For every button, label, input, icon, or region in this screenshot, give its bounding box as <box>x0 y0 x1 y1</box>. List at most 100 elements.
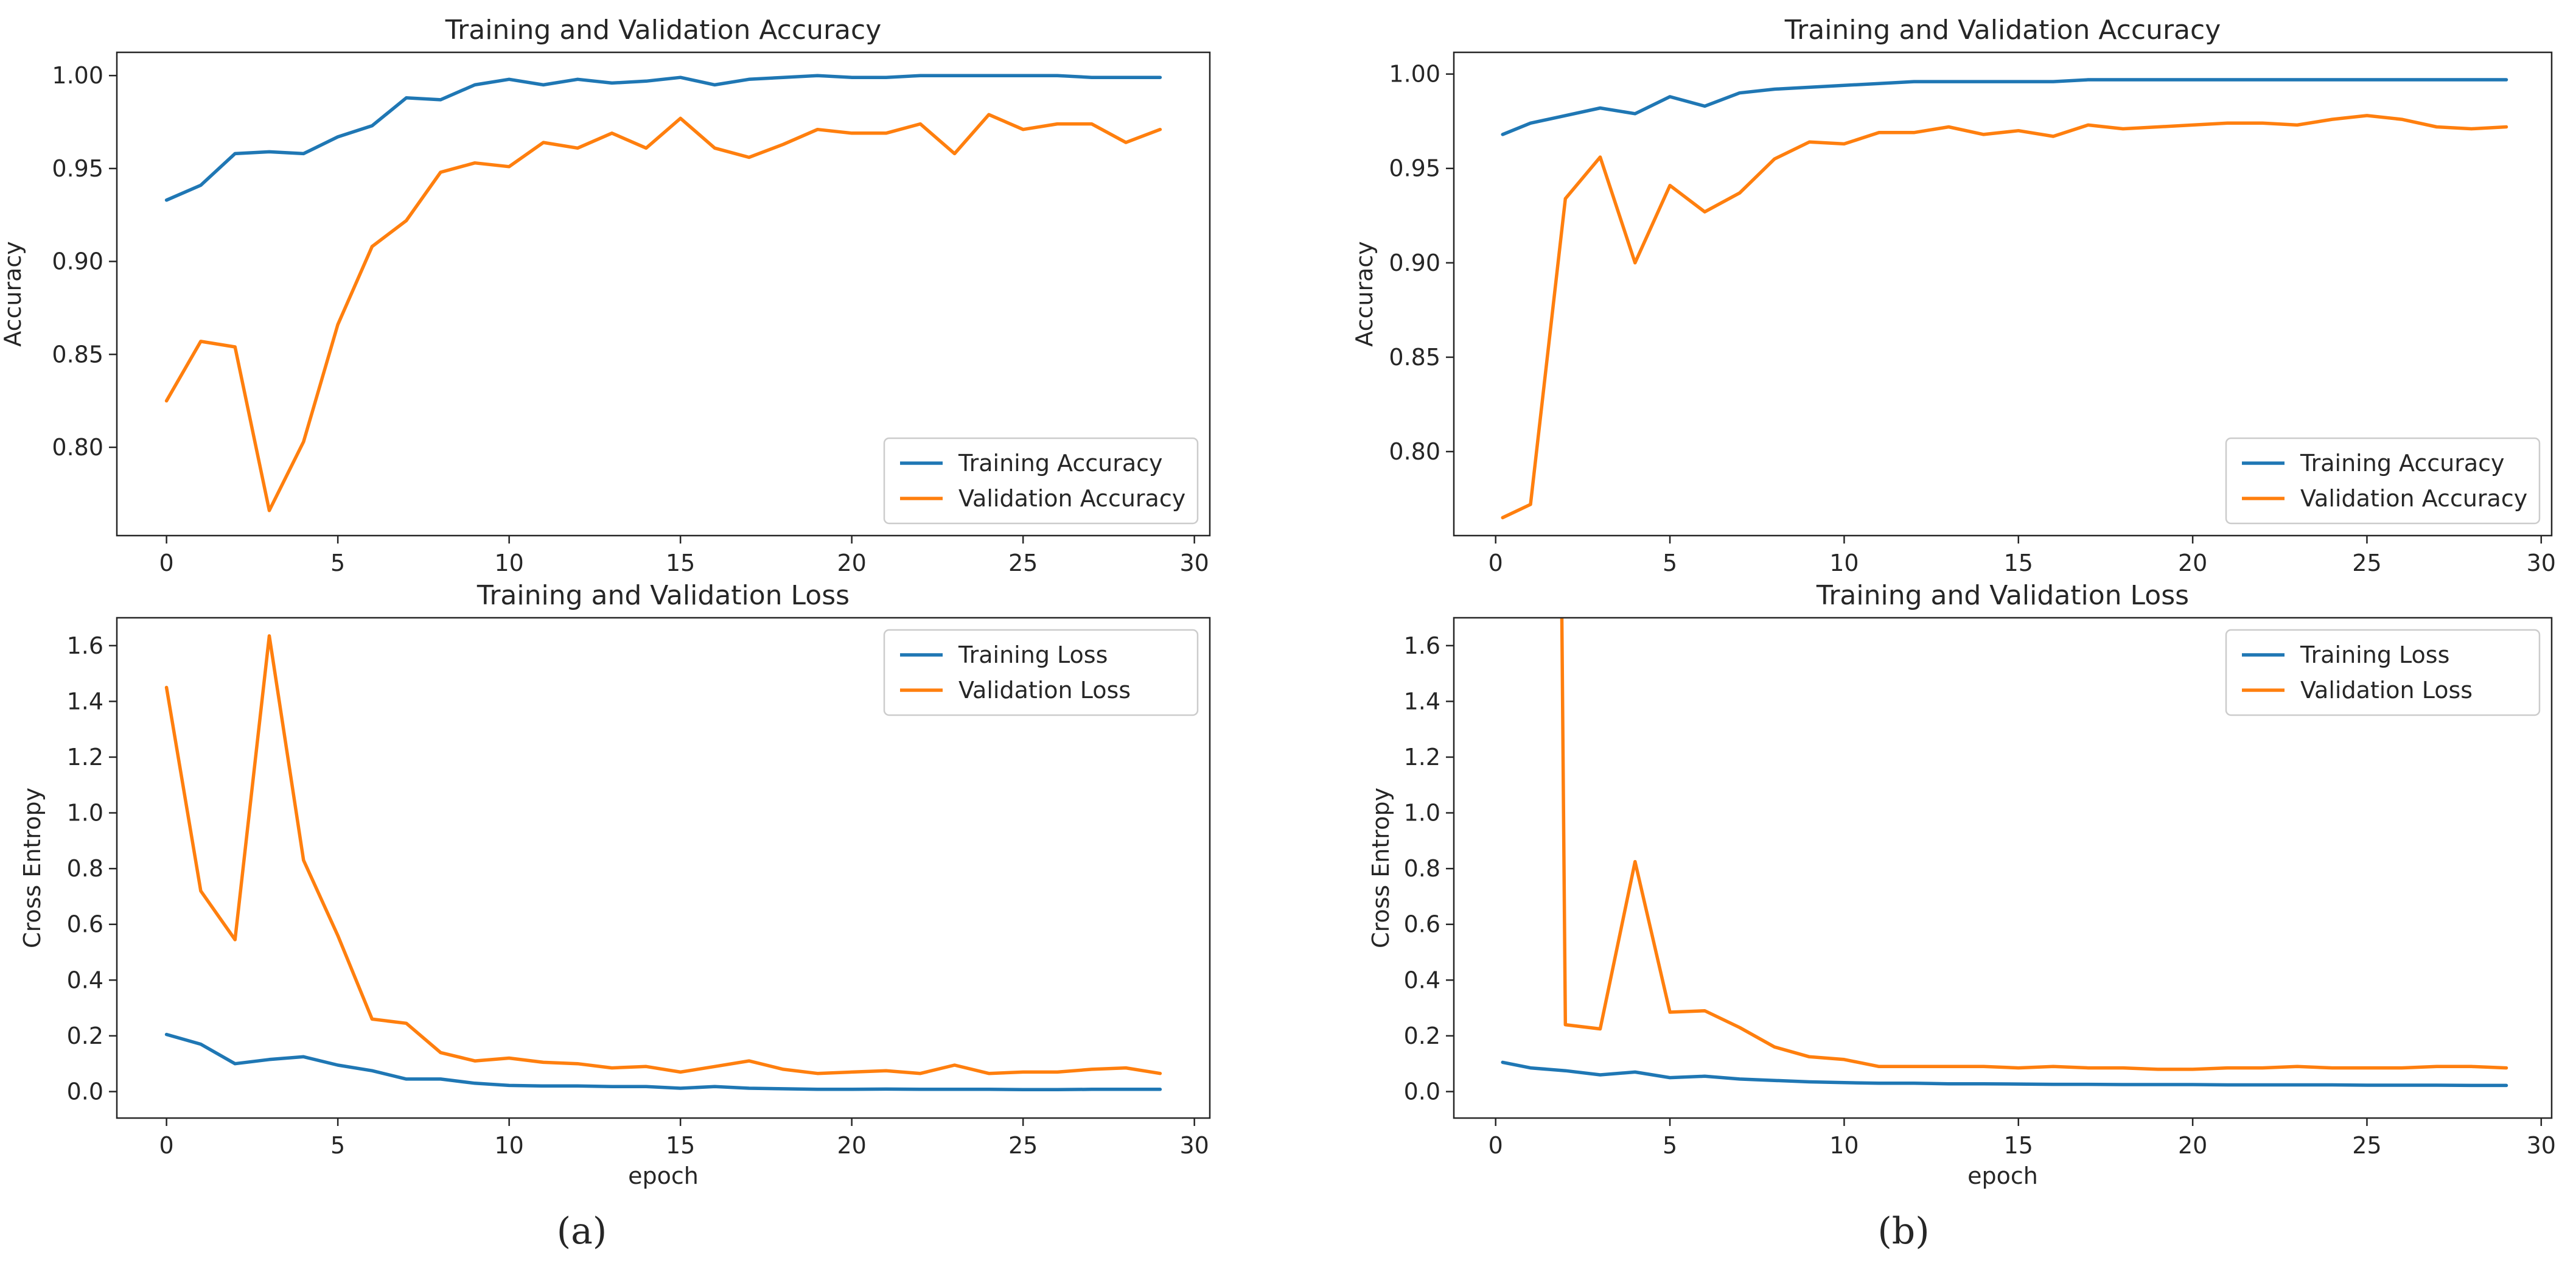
x-tick-label: 30 <box>1179 1132 1209 1159</box>
x-tick-label: 15 <box>666 1132 695 1159</box>
training-accuracy-line <box>164 74 1162 202</box>
validation-loss-line <box>164 634 1162 1075</box>
chart-b-accuracy: 0 5 10 15 20 25 30 0.80 0.85 0.90 0.95 1.00 Training… <box>1351 15 2556 576</box>
caption-b: (b) <box>1877 1210 1929 1253</box>
x-tick-label: 25 <box>1008 1132 1038 1159</box>
legend-label: Training Loss <box>2300 641 2449 668</box>
y-tick-label: 1.00 <box>1389 61 1440 88</box>
y-tick-label: 1.2 <box>67 744 103 771</box>
y-tick-label: 0.80 <box>52 434 103 461</box>
training-loss-line <box>1501 1060 2508 1088</box>
x-axis-label: epoch <box>628 1162 699 1189</box>
x-axis-label: epoch <box>1967 1162 2038 1189</box>
legend-box <box>883 437 1199 525</box>
x-tick-label: 30 <box>1179 550 1209 576</box>
x-tick-label: 10 <box>1829 1132 1859 1159</box>
y-axis-label: Accuracy <box>1351 241 1378 347</box>
legend-box <box>2225 437 2541 525</box>
y-tick-label: 0.8 <box>67 855 103 882</box>
chart-title: Training and Validation Loss <box>476 580 850 611</box>
legend-label: Validation Accuracy <box>2300 485 2527 512</box>
x-tick-label: 15 <box>666 550 695 576</box>
y-tick-label: 1.6 <box>67 632 103 659</box>
plot-lines <box>1501 618 2508 1088</box>
y-tick-label: 1.00 <box>52 62 103 89</box>
validation-accuracy-line <box>1501 114 2508 520</box>
y-tick-label: 0.95 <box>52 155 103 182</box>
legend-box <box>2225 629 2541 716</box>
y-tick-label: 1.2 <box>1404 744 1440 771</box>
x-tick-label: 10 <box>1829 550 1859 576</box>
validation-accuracy-line <box>164 113 1162 512</box>
y-tick-label: 0.2 <box>67 1023 103 1049</box>
y-tick-label: 1.4 <box>1404 688 1440 715</box>
plot-lines <box>164 634 1162 1092</box>
x-tick-label: 0 <box>1489 550 1503 576</box>
y-axis-label: Cross Entropy <box>19 788 46 948</box>
chart-title: Training and Validation Loss <box>1816 580 2189 611</box>
legend: Training Accuracy Validation Accuracy <box>2225 437 2541 525</box>
x-tick-label: 0 <box>159 1132 174 1159</box>
y-tick-label: 0.90 <box>1389 250 1440 276</box>
y-axis-label: Accuracy <box>0 241 26 347</box>
x-tick-label: 20 <box>2178 1132 2207 1159</box>
y-tick-label: 0.80 <box>1389 438 1440 465</box>
y-tick-label: 0.95 <box>1389 155 1440 182</box>
legend-label: Training Accuracy <box>2300 450 2505 477</box>
x-tick-label: 30 <box>2527 550 2556 576</box>
y-tick-label: 0.90 <box>52 248 103 275</box>
y-tick-label: 0.0 <box>1404 1078 1440 1105</box>
y-tick-label: 1.0 <box>1404 800 1440 827</box>
chart-b-loss: 0 5 10 15 20 25 30 0.0 0.2 0.4 0.6 0.8 1.0 1.2 1.4 1.6 T… <box>1367 580 2556 1189</box>
y-tick-label: 0.85 <box>52 341 103 368</box>
x-tick-label: 10 <box>494 550 523 576</box>
y-tick-label: 0.2 <box>1404 1023 1440 1049</box>
legend: Training Loss Validation Loss <box>883 629 1199 716</box>
x-tick-label: 25 <box>2352 1132 2381 1159</box>
y-tick-label: 0.0 <box>67 1078 103 1105</box>
chart-title: Training and Validation Accuracy <box>445 15 882 46</box>
y-tick-label: 1.6 <box>1404 632 1440 659</box>
legend-label: Validation Accuracy <box>958 485 1185 512</box>
legend: Training Accuracy Validation Accuracy <box>883 437 1199 525</box>
x-tick-label: 20 <box>2178 550 2207 576</box>
training-loss-line <box>164 1032 1162 1092</box>
legend-label: Validation Loss <box>2300 677 2473 704</box>
legend: Training Loss Validation Loss <box>2225 629 2541 716</box>
y-axis-label: Cross Entropy <box>1367 788 1394 948</box>
y-tick-label: 0.4 <box>67 967 103 993</box>
chart-a-accuracy: 0 5 10 15 20 25 30 0.80 0.85 0.90 0.95 1.00 Training… <box>0 15 1211 576</box>
caption-a: (a) <box>557 1210 607 1253</box>
y-tick-label: 0.8 <box>1404 855 1440 882</box>
legend-label: Validation Loss <box>958 677 1131 704</box>
x-tick-label: 20 <box>837 550 866 576</box>
chart-title: Training and Validation Accuracy <box>1784 15 2221 46</box>
x-tick-label: 30 <box>2527 1132 2556 1159</box>
x-tick-label: 10 <box>494 1132 523 1159</box>
x-tick-label: 15 <box>2004 1132 2033 1159</box>
plot-frame <box>116 51 1211 537</box>
y-tick-label: 0.85 <box>1389 344 1440 371</box>
x-tick-label: 5 <box>330 1132 345 1159</box>
x-tick-label: 25 <box>1008 550 1038 576</box>
legend-label: Training Loss <box>958 641 1108 668</box>
plot-lines <box>164 74 1162 512</box>
chart-a-loss: 0 5 10 15 20 25 30 0.0 0.2 0.4 0.6 0.8 1.0 1.2 1.4 1.6 T… <box>19 580 1211 1189</box>
x-tick-label: 5 <box>1663 1132 1677 1159</box>
legend-label: Training Accuracy <box>958 450 1163 477</box>
x-tick-label: 20 <box>837 1132 866 1159</box>
x-tick-label: 25 <box>2352 550 2381 576</box>
legend-box <box>883 629 1199 716</box>
y-tick-label: 1.4 <box>67 688 103 715</box>
validation-loss-line <box>1560 618 2508 1071</box>
y-tick-label: 0.6 <box>1404 911 1440 938</box>
training-accuracy-line <box>1501 78 2508 136</box>
y-tick-label: 0.6 <box>67 911 103 938</box>
x-tick-label: 5 <box>330 550 345 576</box>
x-tick-label: 0 <box>1489 1132 1503 1159</box>
y-tick-label: 1.0 <box>67 800 103 827</box>
x-tick-label: 5 <box>1663 550 1677 576</box>
plot-frame <box>1453 51 2553 537</box>
